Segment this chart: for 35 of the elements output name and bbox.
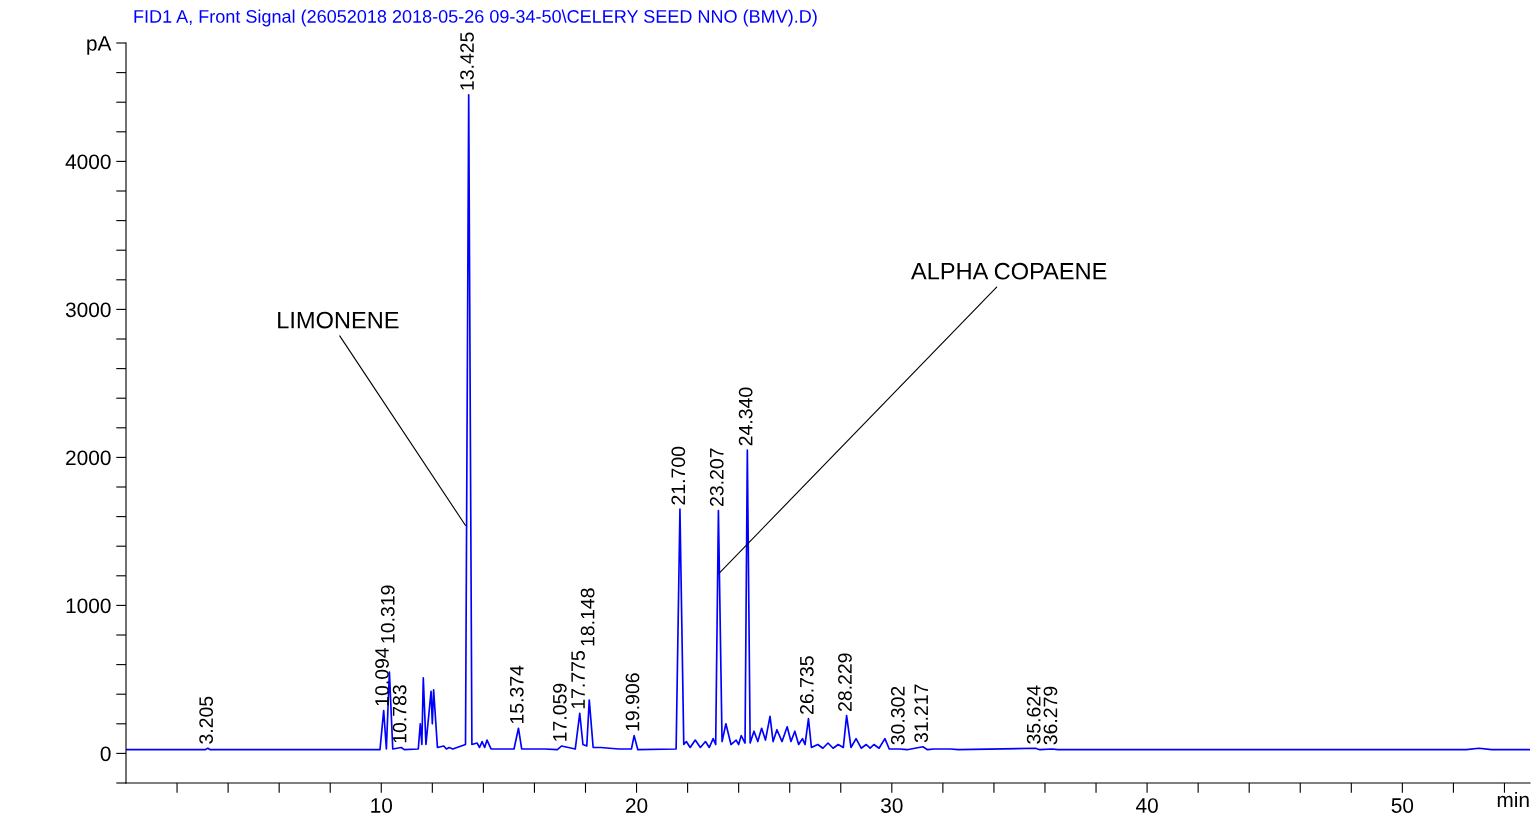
annotation: 21.700: [671, 446, 686, 505]
annotation: 15.374: [509, 665, 524, 724]
line-series: [126, 93, 1530, 751]
annotation: 28.229: [838, 653, 852, 711]
annotation: 26.735: [799, 656, 814, 714]
chart-title: FID1 A, Front Signal (26052018 2018-05-26 09-34-50\CELERY SEED NNO (BMV).D): [134, 9, 817, 27]
annotation: 18.148: [580, 588, 595, 646]
annotation: 23.207: [709, 448, 724, 506]
annotation: 17.059: [552, 683, 567, 741]
y-tick-label: 1000: [66, 598, 111, 614]
y-tick-label: 3000: [65, 302, 111, 318]
x-tick-label: 50: [1391, 798, 1414, 813]
annotation: 19.906: [625, 673, 640, 731]
annotation: 10.319: [380, 585, 395, 643]
annotation: 35.624: [1026, 685, 1041, 744]
annotation: 31.217: [914, 684, 929, 743]
x-tick-label: 40: [1135, 798, 1158, 813]
annotation: 30.302: [890, 686, 905, 745]
y-tick-label: 0: [100, 746, 111, 762]
x-tick-label: 10: [371, 798, 393, 813]
x-tick-label: 20: [626, 798, 648, 813]
annotation: 3.205: [199, 696, 214, 744]
x-tick-label: 30: [881, 798, 903, 813]
y-tick-label: 2000: [66, 450, 111, 466]
annotation: 10.094: [375, 647, 389, 706]
x-axis-title: min: [1497, 791, 1529, 807]
annotation: ALPHA COPAENE: [911, 262, 1107, 280]
annotation: 36.279: [1043, 686, 1058, 745]
annotation: 24.340: [738, 387, 753, 446]
y-tick-label: pA: [87, 36, 112, 55]
annotation: 10.783: [392, 685, 407, 743]
annotation: 13.425: [460, 32, 474, 90]
annotation: LIMONENE: [278, 311, 399, 329]
y-tick-label: 4000: [65, 154, 111, 170]
annotation: 17.775: [571, 651, 585, 709]
